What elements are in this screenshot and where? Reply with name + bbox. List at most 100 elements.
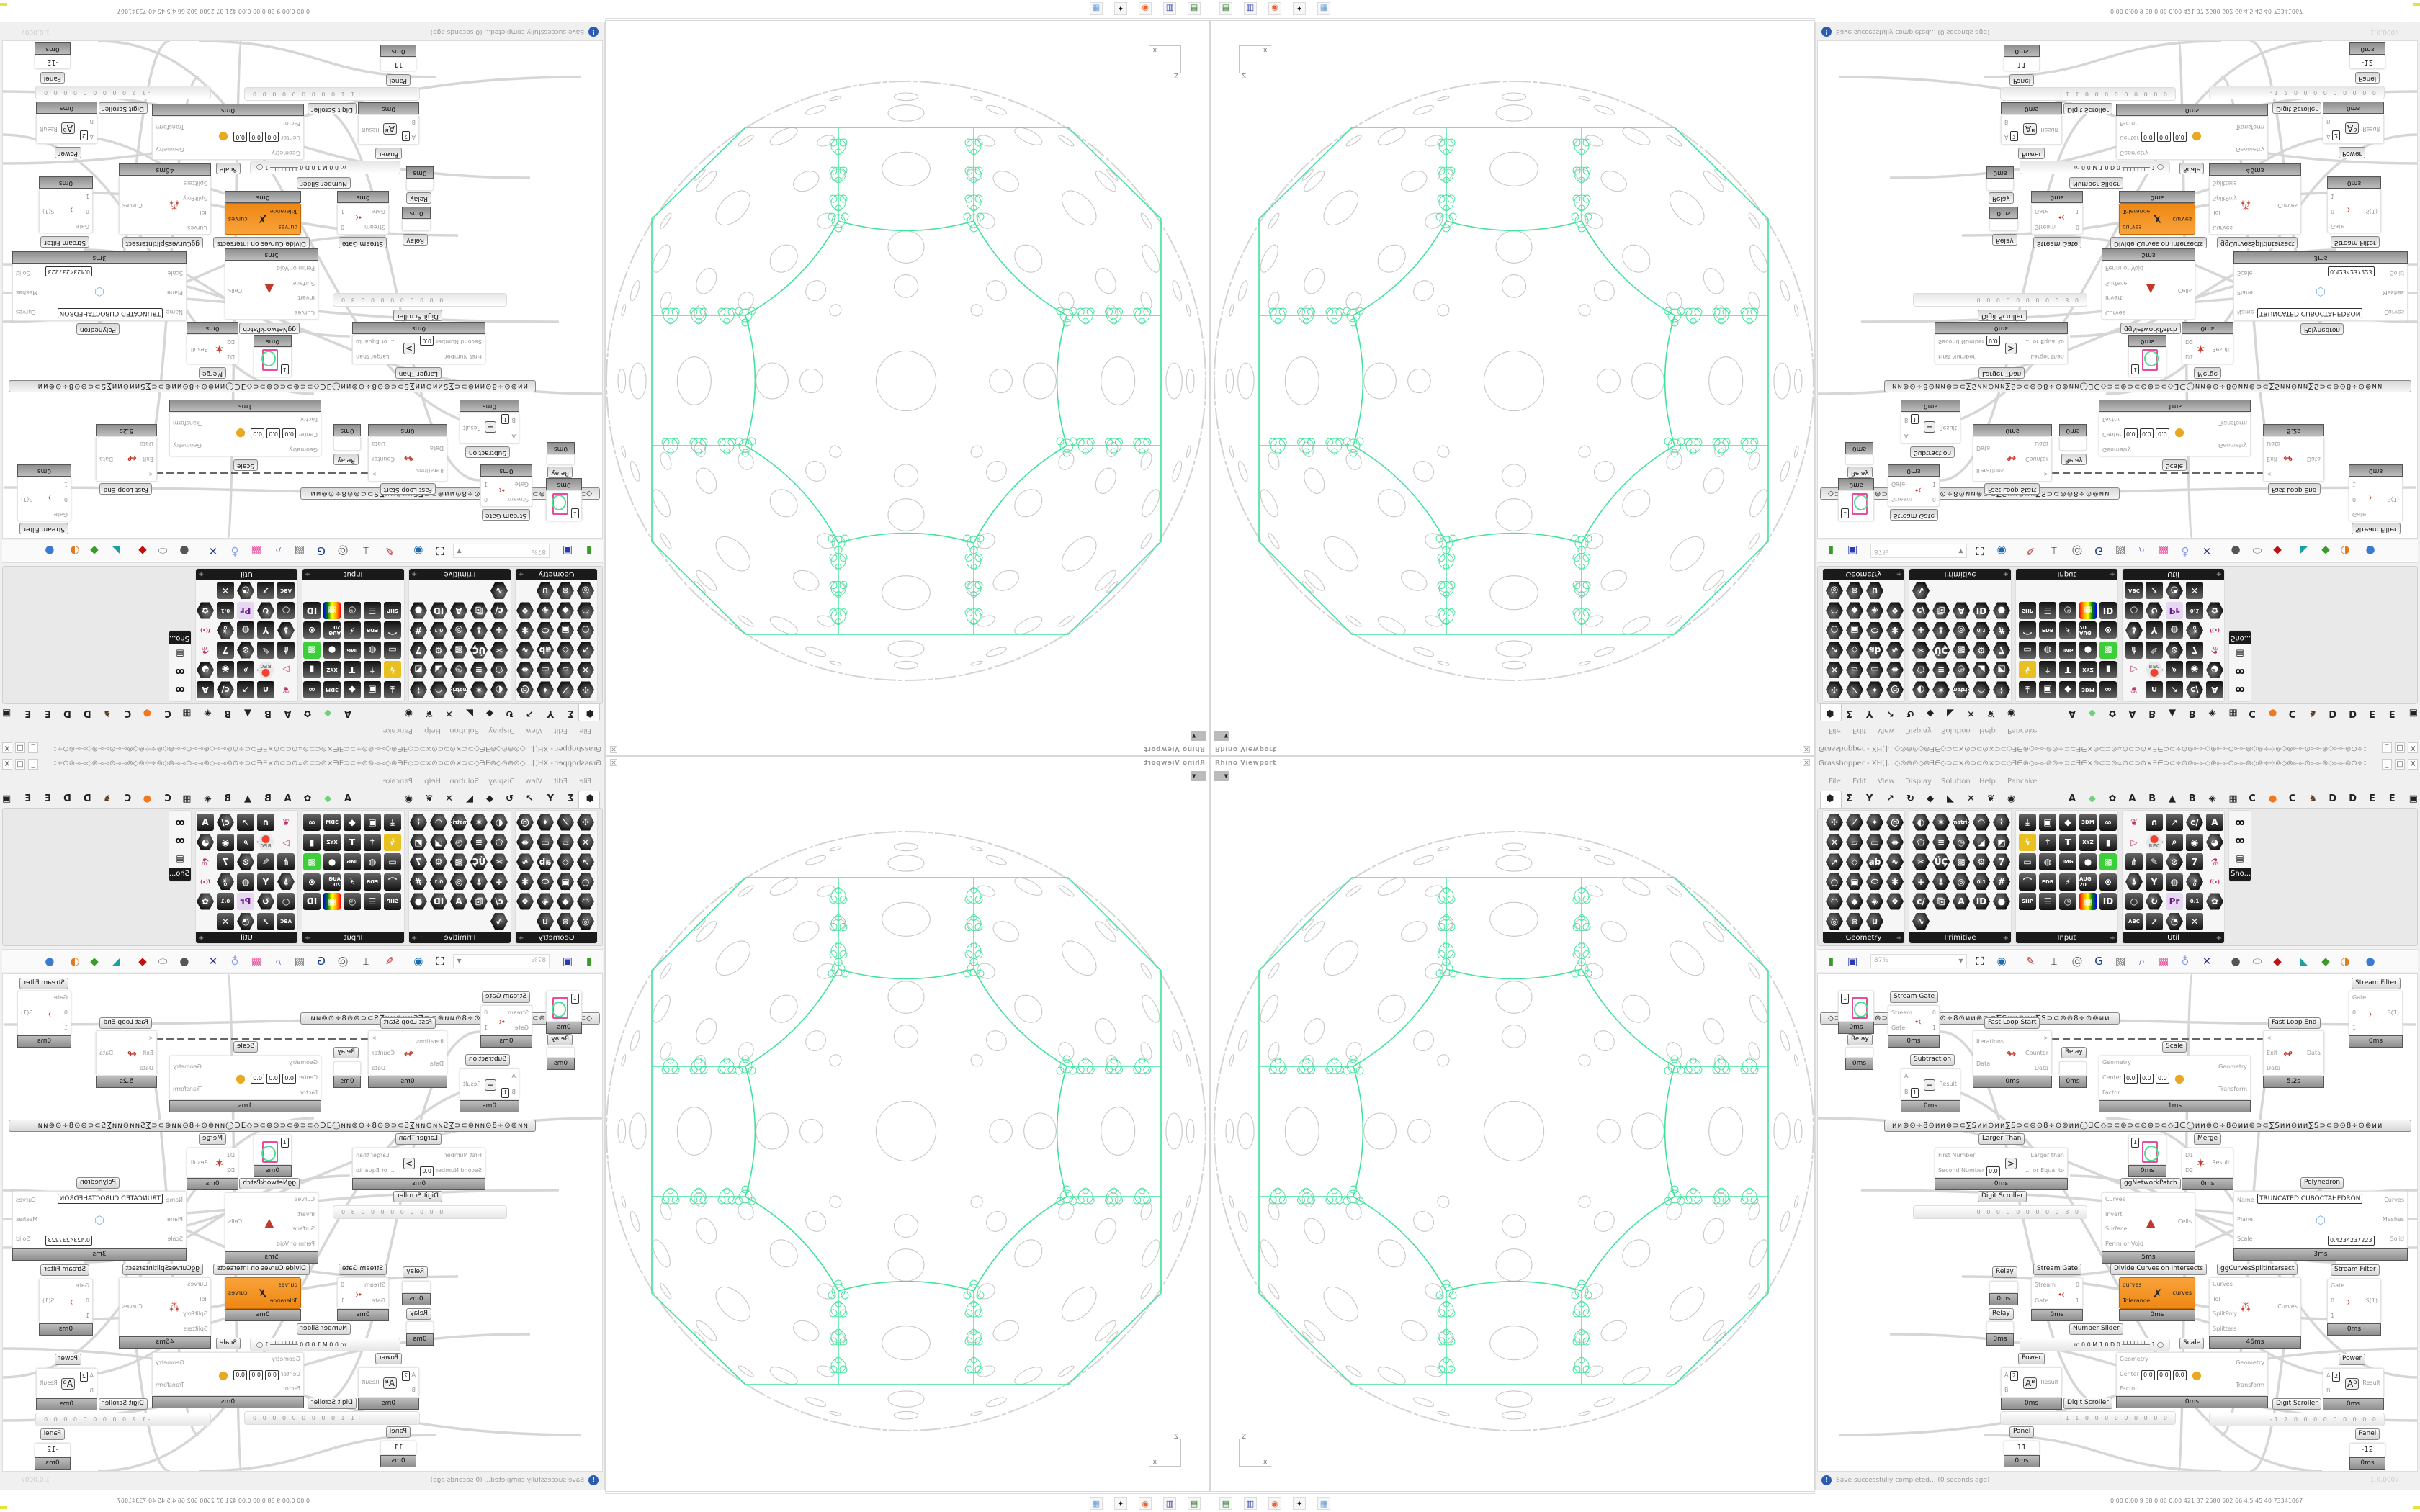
output-param[interactable]: Transform (2236, 1381, 2264, 1388)
ring-icon[interactable]: ◎ (1953, 873, 1970, 891)
green-icon[interactable]: ◆ (90, 955, 99, 968)
param-value-field[interactable]: 0.4234237223 (2328, 266, 2375, 276)
tab-letter-9[interactable]: C (164, 793, 171, 804)
node-body[interactable]: Geometry Center Factor Geometry Transform ● 0.… (169, 1056, 321, 1100)
goggles-icon[interactable]: ▤ (176, 649, 184, 659)
ribbon-panel-title[interactable]: Geometry (1823, 569, 1904, 580)
gradient-icon[interactable]: ▦ (2079, 602, 2097, 619)
compass-icon[interactable]: ⊘ (237, 642, 254, 659)
node-body[interactable]: Gate 0 1 S(1) ⤚ (2349, 991, 2403, 1035)
output-param[interactable]: 1 (2075, 208, 2079, 215)
id-icon[interactable]: ID (303, 893, 321, 910)
at-icon[interactable]: @ (337, 544, 349, 557)
pen-icon[interactable]: ✎ (257, 642, 274, 659)
digit-scroller[interactable]: +1 1 0 0 0 0 0 0 0 0 0 (244, 87, 420, 101)
input-param[interactable]: Plane (167, 1216, 183, 1223)
compass-icon[interactable]: ⊘ (2166, 642, 2183, 659)
rec-icon[interactable]: REC (2146, 833, 2163, 851)
node-body[interactable]: Geometry Center Factor Geometry Transform ● 0.… (152, 1352, 304, 1396)
node-label[interactable]: Stream Filter (2331, 236, 2380, 248)
swatch-value[interactable]: 1 (280, 364, 289, 374)
param-value-field[interactable]: TRUNCATED CUBOCTAHEDRON (57, 1194, 163, 1204)
input-param[interactable]: Iterations (1976, 1038, 2004, 1045)
input-param[interactable]: Stream (364, 224, 385, 230)
expand-panel-icon[interactable]: + (198, 570, 205, 577)
swatch-value[interactable]: 1 (2131, 1138, 2140, 1148)
input-param[interactable]: Second Number (1938, 338, 1985, 346)
path-icon[interactable]: ⌇ (1993, 681, 2010, 698)
pin-icon[interactable]: ⇡ (2039, 833, 2056, 851)
capsule-icon[interactable]: ⬭ (537, 873, 554, 891)
node-label[interactable]: ggCurvesSplitIntersect (122, 237, 203, 248)
link-icon[interactable]: ∞ (303, 681, 321, 698)
node-label[interactable]: Stream Filter (19, 978, 68, 989)
goggles-icon[interactable]: ꝏ (175, 835, 185, 845)
inkscape-icon[interactable]: ✦ (1114, 1497, 1127, 1510)
menu-help[interactable]: Help (424, 778, 441, 786)
lattice-icon[interactable]: ⊛ (1846, 912, 1863, 930)
blue-sphere-icon[interactable]: ● (2365, 955, 2375, 968)
chevron-down-icon[interactable]: ▼ (454, 955, 465, 968)
button-icon[interactable]: ● (2079, 853, 2097, 870)
input-param[interactable]: Invert (2105, 1210, 2123, 1218)
ribbon-panel-title[interactable]: Sho... (2229, 868, 2251, 881)
close-button[interactable]: X (2, 742, 12, 753)
open-file-icon[interactable]: ▮ (586, 544, 593, 557)
gha-icon[interactable]: G (2094, 955, 2103, 968)
node-body[interactable]: Stream Gate 0 1 ⤝ (2031, 1277, 2083, 1309)
palette-icon[interactable]: ✿ (2206, 893, 2223, 910)
rec-icon[interactable]: REC (257, 834, 274, 851)
teal-icon[interactable]: ◣ (112, 955, 120, 968)
output-param[interactable]: 1 (341, 1297, 345, 1304)
minimize-button[interactable]: _ (28, 742, 38, 753)
tab-letter-9[interactable]: C (2249, 708, 2256, 719)
tab-letter-7[interactable]: ◈ (2208, 793, 2216, 804)
input-param[interactable]: Gate (371, 208, 385, 215)
cube-icon[interactable]: ▣ (1846, 873, 1863, 891)
arc-icon[interactable]: ◠ (430, 681, 447, 698)
tab-icon-4[interactable]: ↻ (506, 708, 514, 719)
flip-icon[interactable]: ⇹ (1886, 833, 1904, 851)
drop-icon[interactable]: ◐ (490, 681, 508, 698)
tab-icon-0[interactable]: ⬢ (586, 793, 594, 804)
param-value-field[interactable]: 0.0 (251, 1074, 264, 1084)
input-param[interactable]: Second Number (435, 338, 482, 346)
node-body[interactable]: Curves Tol SplitPoly Splitters Curves ⁂ (119, 1277, 211, 1336)
close-button[interactable]: X (2408, 759, 2418, 770)
at-icon[interactable]: @ (2071, 955, 2083, 968)
orange-sphere-icon[interactable]: ◑ (2340, 544, 2350, 557)
zoom-level-input[interactable]: 87% ▼ (453, 544, 550, 558)
stripes-icon[interactable]: ≡ (470, 662, 488, 679)
list-icon[interactable]: ☰ (364, 893, 381, 910)
cube-icon[interactable]: ▣ (557, 873, 574, 891)
node-label[interactable]: Relay (333, 454, 359, 465)
toggle-icon[interactable]: ▮ (2099, 833, 2117, 851)
output-param[interactable]: Transform (2218, 420, 2247, 427)
input-param[interactable]: A (2326, 1372, 2331, 1379)
input-param[interactable]: SplitPoly (2213, 194, 2238, 202)
output-param[interactable]: Meshes (2382, 289, 2404, 296)
input-param[interactable]: B (511, 1089, 516, 1095)
output-param[interactable]: 0 (1932, 496, 1936, 503)
digit-scroller[interactable]: 0 0 0 0 0 0 0 0 0 3 0 (333, 1205, 507, 1219)
link-icon[interactable]: ∞ (2099, 681, 2117, 698)
mesh-icon[interactable]: ◈ (1866, 893, 1883, 910)
tab-letter-14[interactable]: D (2349, 708, 2357, 719)
menu-pancake[interactable]: Pancake (2007, 778, 2038, 786)
node-body[interactable]: -12 (2349, 1443, 2385, 1457)
input-param[interactable]: Stream (364, 1282, 385, 1288)
menu-solution[interactable]: Solution (449, 778, 479, 786)
node-label[interactable]: Subtraction (1910, 1054, 1955, 1066)
c--icon[interactable]: c/ (217, 681, 234, 698)
ribbon-panel-title[interactable]: Sho... (169, 868, 191, 881)
aug-20-icon[interactable]: AUG 20 (2079, 621, 2097, 639)
abc-icon[interactable]: ab (1866, 642, 1883, 659)
node-label[interactable]: Power (2339, 1354, 2366, 1365)
expand-panel-icon[interactable]: + (1896, 935, 1902, 942)
param-value-field[interactable]: 2 (401, 131, 410, 141)
node-body[interactable]: Curves Invert Surface Perim or Void Cells ▲ (2102, 1192, 2195, 1251)
abc-icon[interactable]: ab (1866, 853, 1883, 870)
node-label[interactable]: Stream Gate (1890, 991, 1938, 1003)
tab-letter-5[interactable]: ▲ (244, 708, 251, 719)
output-param[interactable]: Geometry (156, 145, 184, 153)
